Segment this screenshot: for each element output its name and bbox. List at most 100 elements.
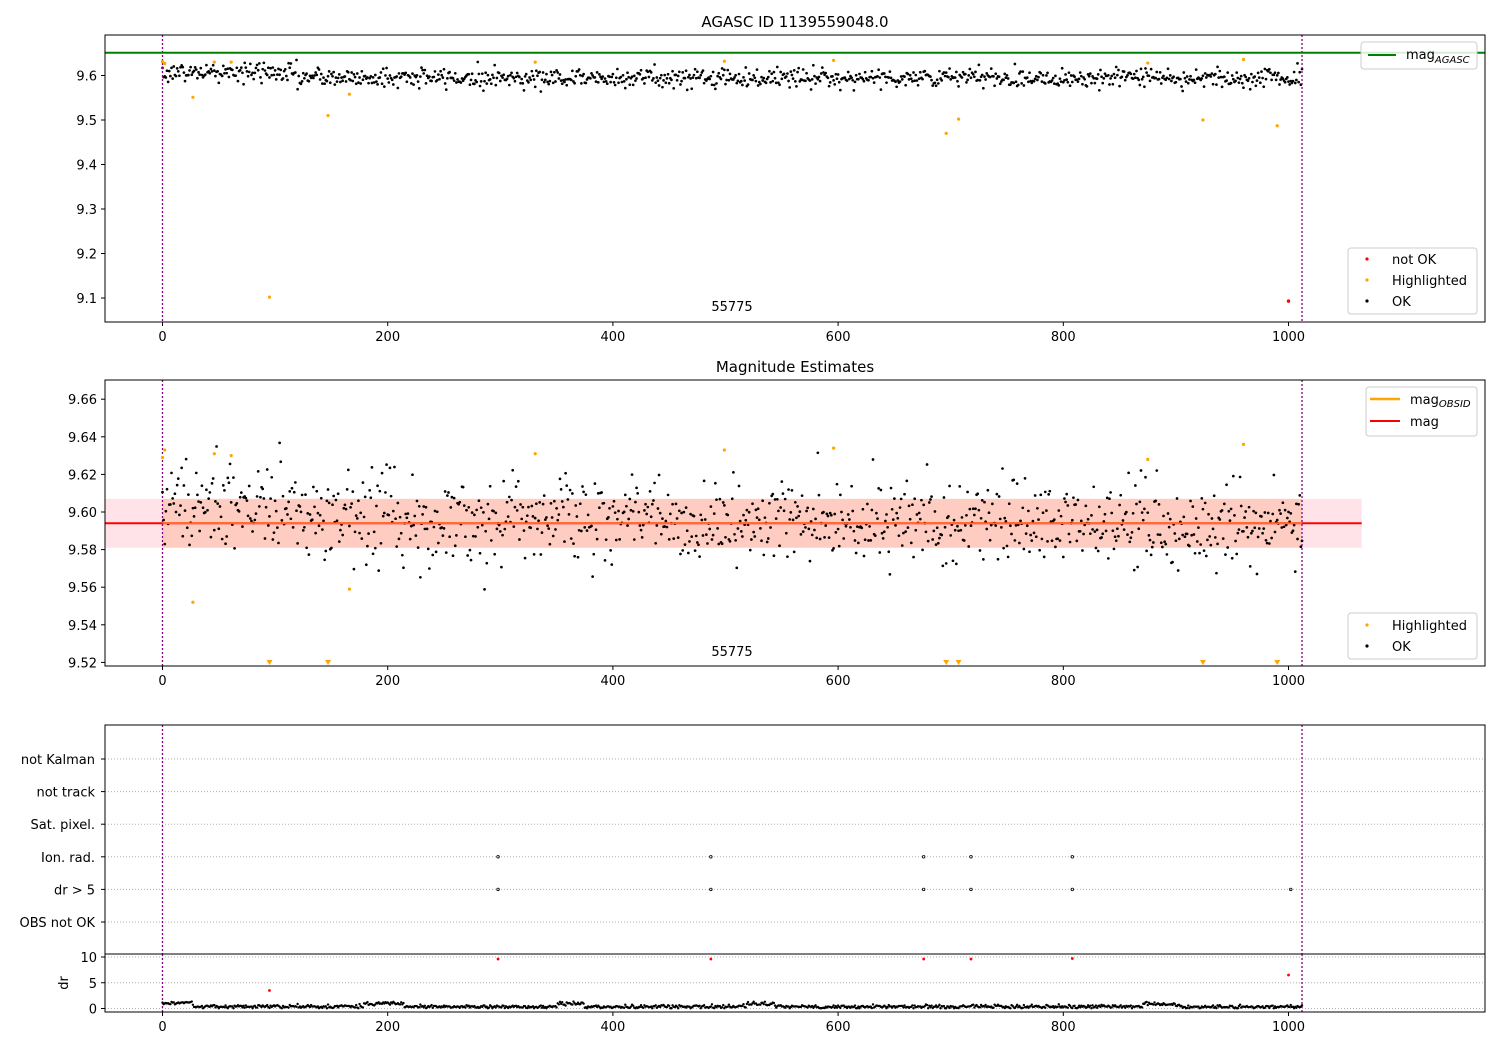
ok-point (169, 503, 172, 506)
ok-point (564, 471, 567, 475)
ok-point (480, 72, 484, 76)
ok-point (346, 468, 350, 472)
ok-point (205, 63, 208, 67)
ok-point (349, 505, 352, 509)
ok-point (936, 82, 940, 85)
ok-point (262, 61, 266, 65)
ok-point (888, 70, 892, 73)
ok-point (495, 76, 499, 80)
ok-point (654, 81, 658, 85)
ok-point (824, 71, 828, 75)
ok-point (453, 544, 457, 548)
ok-point (563, 80, 566, 84)
ok-point (644, 502, 647, 506)
ok-point (809, 520, 813, 523)
ok-point (1256, 535, 1260, 539)
ok-point (475, 80, 479, 84)
ok-point (743, 79, 746, 82)
ok-point (622, 1006, 626, 1009)
ok-point (251, 530, 254, 533)
ok-point (840, 510, 843, 514)
ok-point (192, 69, 196, 73)
ok-point (220, 74, 224, 78)
ok-point (273, 69, 277, 72)
ok-point (610, 563, 614, 566)
highlighted-point (722, 59, 726, 63)
ok-point (266, 66, 270, 70)
ok-point (411, 72, 414, 75)
ok-point (671, 502, 674, 506)
ok-point (564, 78, 567, 81)
ok-point (453, 71, 457, 75)
ok-point (702, 1003, 706, 1007)
ok-point (837, 544, 841, 548)
ok-point (938, 1003, 941, 1007)
ok-point (762, 1002, 765, 1006)
ok-point (963, 72, 967, 76)
ok-point (400, 553, 404, 557)
ok-point (971, 507, 975, 511)
ok-point (1229, 81, 1233, 85)
ok-point (827, 84, 831, 88)
ok-point (721, 73, 725, 77)
ok-point (1177, 537, 1181, 541)
ok-point (510, 498, 513, 502)
ok-point (560, 82, 564, 86)
ok-point (327, 501, 331, 505)
ok-point (242, 1004, 245, 1008)
ok-point (482, 89, 485, 93)
ok-point (988, 538, 992, 542)
ok-point (679, 552, 682, 556)
ok-point (388, 466, 392, 470)
ok-point (1238, 475, 1242, 479)
ok-point (192, 514, 196, 518)
ok-point (778, 544, 781, 548)
not-ok-point (1070, 957, 1074, 960)
ok-point (336, 76, 340, 80)
ok-point (1000, 526, 1003, 529)
ok-point (529, 526, 533, 530)
ok-point (1189, 499, 1192, 503)
ok-point (455, 81, 458, 84)
ok-point (1140, 77, 1144, 81)
ok-point (1013, 62, 1017, 66)
ok-point (1181, 89, 1185, 93)
ok-point (938, 69, 941, 73)
ok-point (283, 67, 287, 71)
ok-point (875, 511, 878, 515)
ok-point (1110, 511, 1114, 515)
ok-point (233, 546, 236, 550)
ok-point (354, 514, 358, 518)
ok-point (670, 78, 673, 82)
ok-point (345, 487, 349, 491)
ok-point (973, 1006, 976, 1009)
ok-point (366, 76, 369, 79)
highlighted-point (163, 61, 167, 66)
ok-point (314, 531, 317, 535)
ok-point (312, 485, 315, 489)
ok-point (294, 481, 297, 484)
ok-point (1078, 71, 1082, 74)
ok-point (172, 502, 176, 505)
ok-point (270, 73, 274, 77)
ok-point (505, 500, 509, 504)
ok-point (1022, 1003, 1026, 1007)
ok-point (918, 517, 922, 521)
ok-point (684, 506, 688, 509)
ok-point (457, 502, 460, 506)
ok-point (498, 530, 502, 533)
ok-point (1070, 518, 1074, 522)
ok-point (184, 457, 188, 461)
ok-point (726, 68, 730, 72)
ok-point (565, 484, 569, 488)
ok-point (182, 71, 186, 75)
ok-point (546, 524, 549, 528)
ok-point (246, 514, 250, 518)
ok-point (1007, 502, 1011, 506)
y-tick-label: 9.60 (68, 506, 97, 521)
ok-point (314, 71, 317, 74)
ok-point (212, 69, 216, 72)
ok-point (1034, 535, 1038, 539)
ok-point (630, 75, 634, 79)
